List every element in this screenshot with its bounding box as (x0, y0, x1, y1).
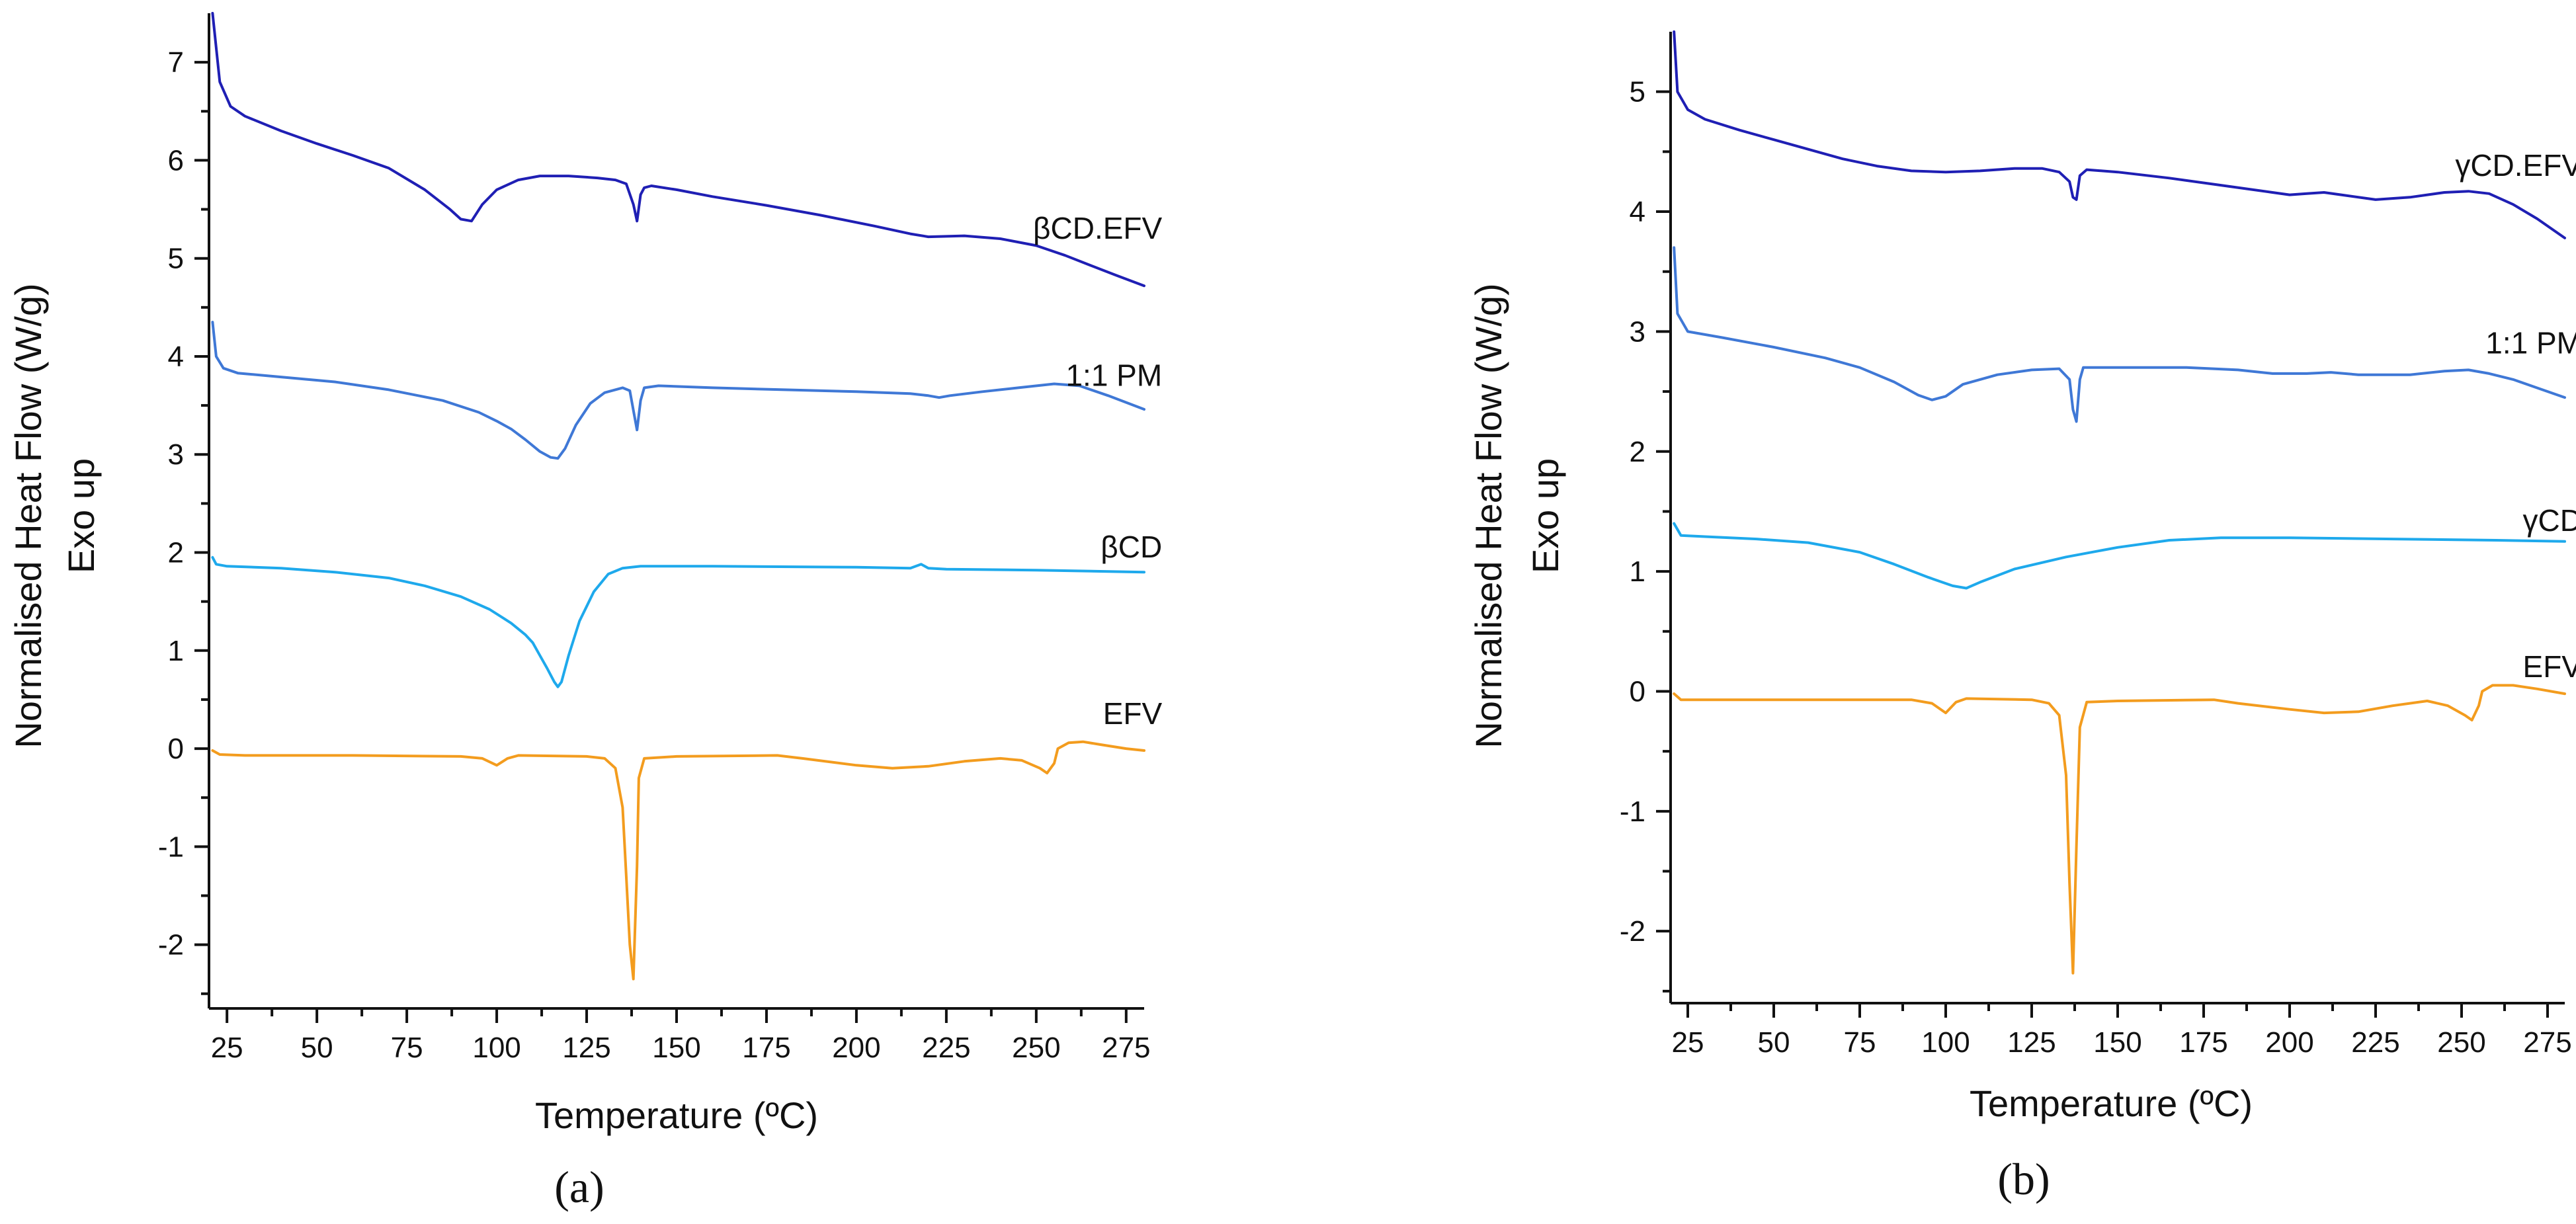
x-axis-title: Temperature (ºC) (1970, 1082, 2253, 1124)
x-tick-label: 25 (1672, 1026, 1704, 1059)
series-label: EFV (2523, 649, 2576, 684)
y-tick-label: 1 (1630, 555, 1645, 588)
series-label: βCD (1101, 530, 1162, 564)
x-tick-label: 50 (1758, 1026, 1790, 1059)
x-tick-label: 250 (1012, 1032, 1060, 1064)
series-line-βCD (211, 555, 1145, 688)
panel-b: Normalised Heat Flow (W/g) Exo up Temper… (1468, 30, 2576, 1204)
x-tick-label: 225 (922, 1032, 970, 1064)
y-tick-label: 5 (168, 243, 184, 275)
x-tick-label: 125 (2007, 1026, 2056, 1059)
y-tick-label: 4 (168, 341, 184, 373)
y-tick-label: 2 (168, 537, 184, 569)
series-label: γCD.EFV (2455, 148, 2576, 183)
series-line-1:1 PM (1673, 246, 2566, 423)
y-axis-title-line2: Exo up (1524, 458, 1566, 573)
y-tick-label: 1 (168, 635, 184, 667)
series-label: γCD (2523, 503, 2576, 538)
y-tick-label: 2 (1630, 436, 1645, 468)
y-tick-label: 0 (168, 733, 184, 765)
x-tick-label: 75 (1844, 1026, 1876, 1059)
x-tick-label: 125 (562, 1032, 610, 1064)
series-line-γCD.EFV (1673, 30, 2566, 239)
y-tick-label: 4 (1630, 196, 1645, 228)
y-tick-label: 0 (1630, 675, 1645, 708)
x-tick-label: 225 (2351, 1026, 2399, 1059)
y-tick-label: -2 (158, 929, 184, 961)
x-tick-label: 200 (2265, 1026, 2313, 1059)
series-line-1:1 PM (211, 321, 1145, 460)
x-tick-label: 50 (301, 1032, 333, 1064)
y-axis-title-line1: Normalised Heat Flow (W/g) (7, 283, 49, 748)
x-tick-label: 175 (742, 1032, 790, 1064)
series-line-EFV (1673, 684, 2566, 975)
x-tick-label: 150 (652, 1032, 700, 1064)
series-label: 1:1 PM (1065, 358, 1162, 393)
x-tick-label: 175 (2179, 1026, 2227, 1059)
x-tick-label: 250 (2437, 1026, 2485, 1059)
y-tick-label: 5 (1630, 76, 1645, 108)
series-label: βCD.EFV (1033, 211, 1162, 245)
series-line-γCD (1673, 522, 2566, 590)
y-axis-title-line2: Exo up (60, 458, 102, 573)
y-tick-label: -1 (158, 831, 184, 863)
x-tick-label: 275 (1102, 1032, 1150, 1064)
x-tick-label: 100 (472, 1032, 520, 1064)
x-tick-label: 25 (211, 1032, 243, 1064)
series-line-EFV (211, 740, 1145, 981)
panel-label: (b) (1997, 1154, 2050, 1204)
x-axis-title: Temperature (ºC) (535, 1094, 818, 1136)
panel-a: Normalised Heat Flow (W/g) Exo up Temper… (7, 12, 1163, 1212)
series-label: 1:1 PM (2485, 326, 2576, 360)
x-tick-label: 75 (391, 1032, 423, 1064)
x-tick-label: 275 (2523, 1026, 2571, 1059)
y-tick-label: 3 (168, 438, 184, 471)
y-tick-label: 7 (168, 46, 184, 79)
x-tick-label: 200 (832, 1032, 880, 1064)
y-tick-label: 6 (168, 144, 184, 177)
series-line-βCD.EFV (211, 12, 1145, 288)
y-tick-label: -2 (1620, 915, 1645, 948)
x-tick-label: 100 (1921, 1026, 1970, 1059)
y-axis-title-line1: Normalised Heat Flow (W/g) (1468, 283, 1509, 748)
x-tick-label: 150 (2093, 1026, 2141, 1059)
y-tick-label: 3 (1630, 315, 1645, 348)
y-tick-label: -1 (1620, 796, 1645, 828)
panel-label: (a) (554, 1162, 604, 1212)
series-label: EFV (1103, 696, 1163, 731)
